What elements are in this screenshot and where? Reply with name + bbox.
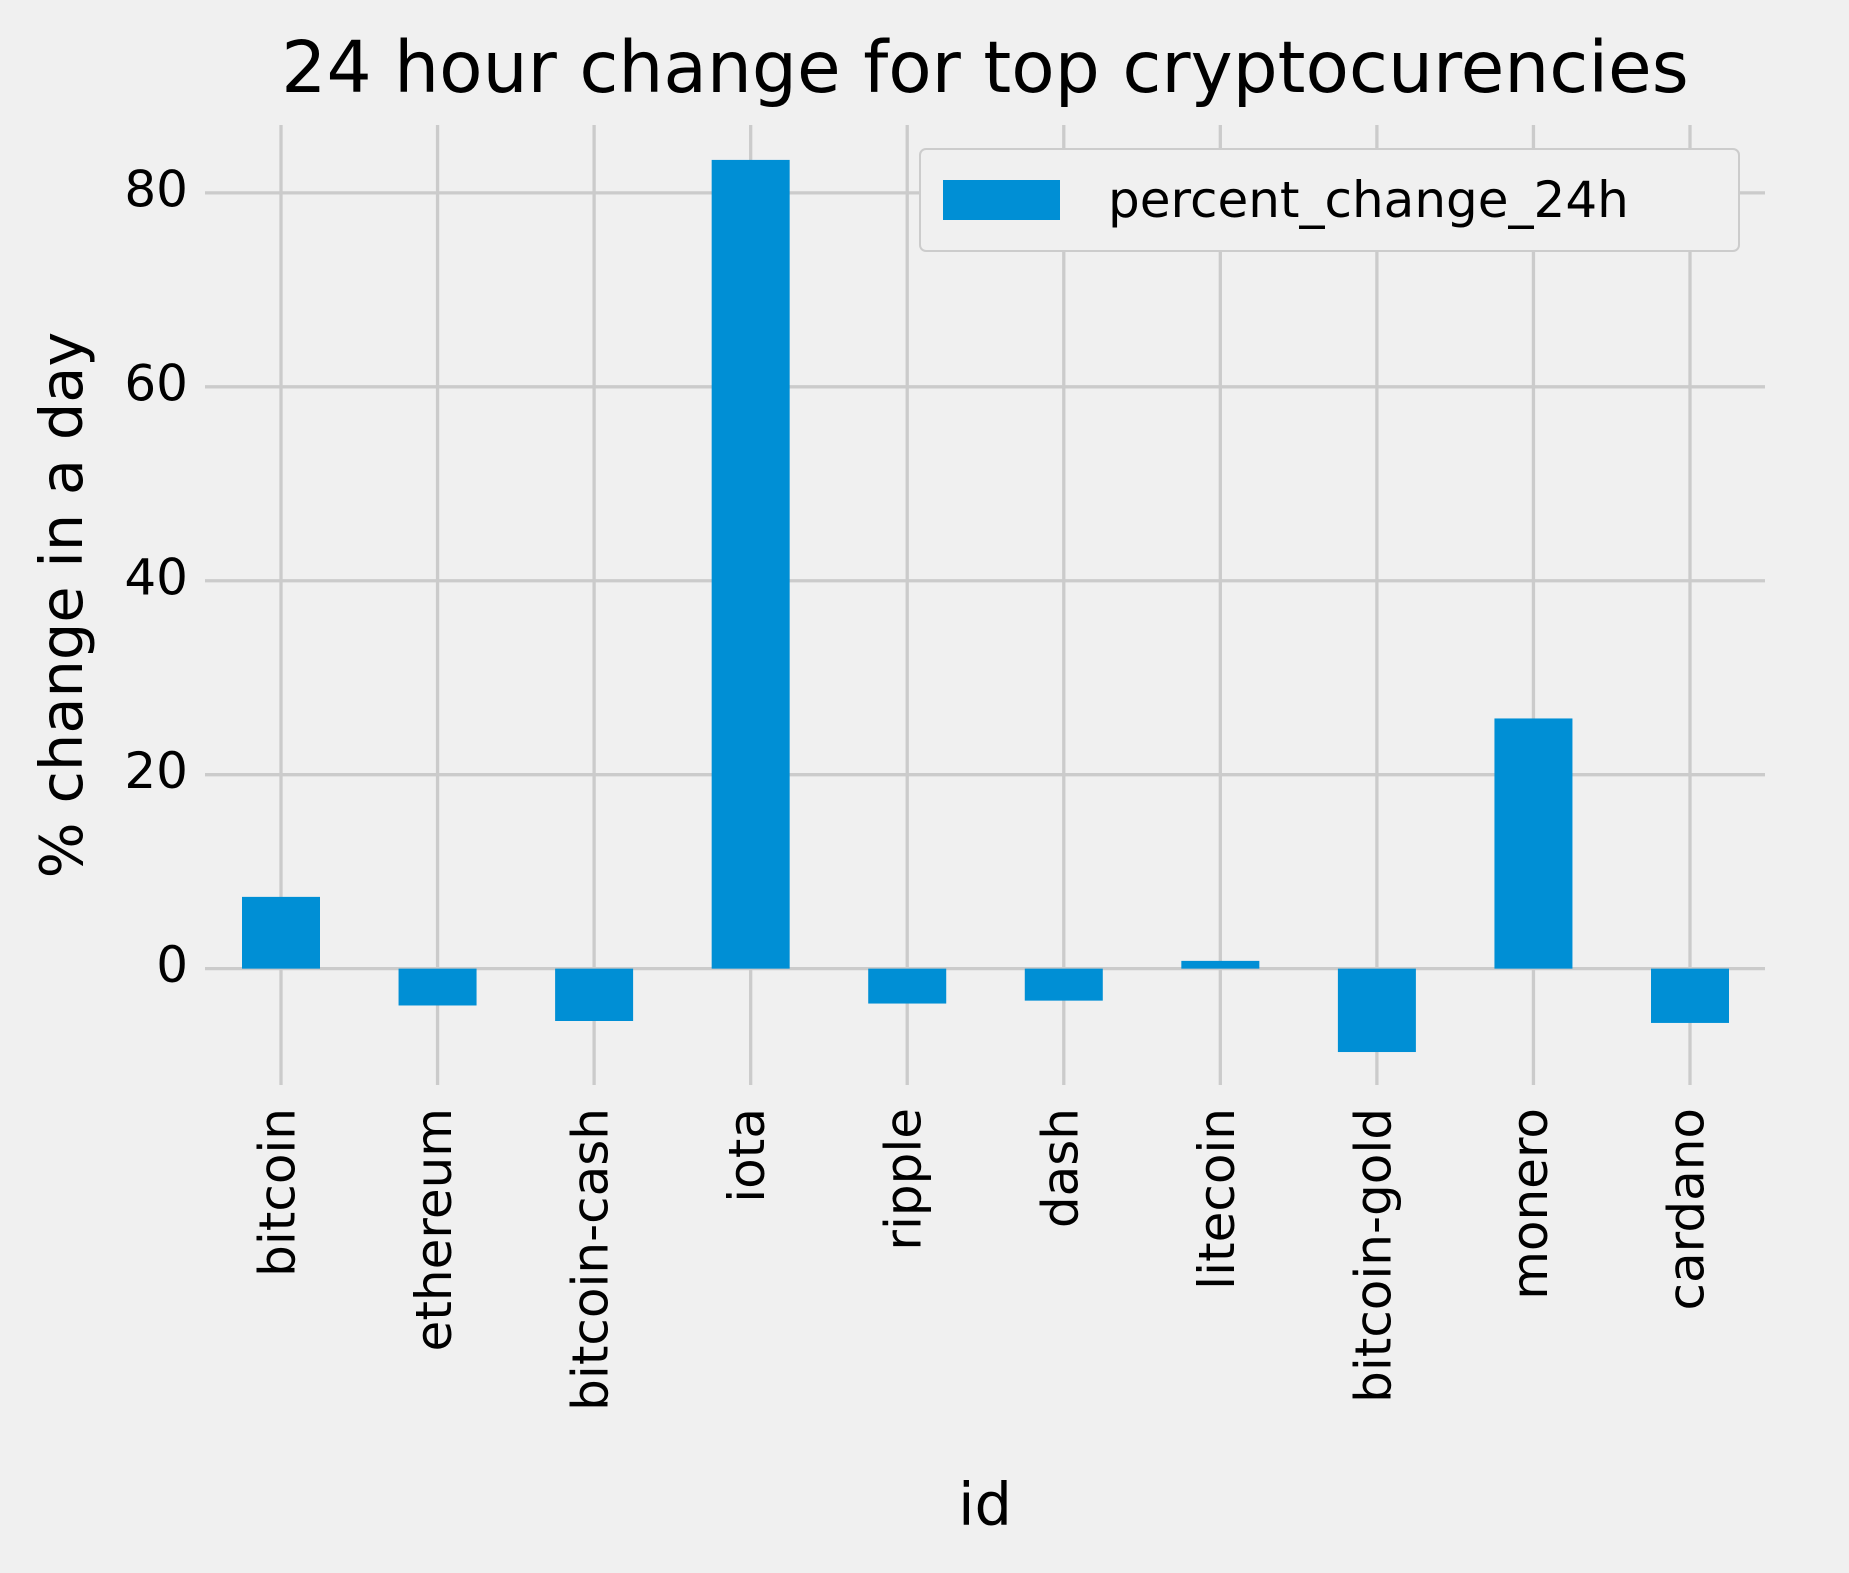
y-tick-labels: 0 20 40 60 80 [124, 160, 188, 994]
y-tick-label: 20 [124, 742, 188, 800]
x-tick-labels: bitcoin ethereum bitcoin-cash iota ripple das… [249, 1108, 1716, 1411]
bar [1181, 960, 1260, 969]
x-tick-label: ethereum [405, 1108, 463, 1351]
x-tick-label: iota [718, 1108, 776, 1203]
x-tick-label: dash [1031, 1108, 1089, 1228]
legend: percent_change_24h [919, 148, 1740, 252]
y-tick-label: 60 [124, 354, 188, 412]
bars-group [242, 159, 1729, 1053]
legend-label: percent_change_24h [1108, 171, 1629, 229]
bar [1337, 968, 1416, 1053]
legend-swatch [943, 180, 1060, 220]
bar [398, 968, 477, 1006]
bar [555, 968, 634, 1021]
bar [868, 968, 947, 1004]
x-grid-lines [279, 125, 1692, 1085]
y-tick-label: 80 [124, 160, 188, 218]
bar [1494, 718, 1573, 969]
bar [1651, 968, 1729, 1023]
bar [1024, 968, 1103, 1001]
chart-title: 24 hour change for top cryptocurencies [281, 26, 1688, 109]
x-tick-label: bitcoin-gold [1344, 1108, 1402, 1403]
x-tick-label: ripple [875, 1108, 933, 1251]
x-tick-label: cardano [1658, 1108, 1716, 1310]
x-axis-label: id [958, 1470, 1012, 1539]
y-tick-label: 40 [124, 548, 188, 606]
x-tick-label: bitcoin-cash [562, 1108, 620, 1411]
y-axis-label: % change in a day [27, 332, 96, 879]
x-tick-label: monero [1501, 1108, 1559, 1300]
bar [242, 896, 320, 969]
legend-frame [919, 148, 1740, 252]
plot-area: 0 20 40 60 80 bitcoin ethereum bitcoin-cash iot… [124, 125, 1765, 1411]
y-tick-label: 0 [156, 936, 188, 994]
bar [711, 159, 790, 969]
x-tick-label: litecoin [1188, 1108, 1246, 1290]
x-tick-label: bitcoin [249, 1108, 307, 1277]
